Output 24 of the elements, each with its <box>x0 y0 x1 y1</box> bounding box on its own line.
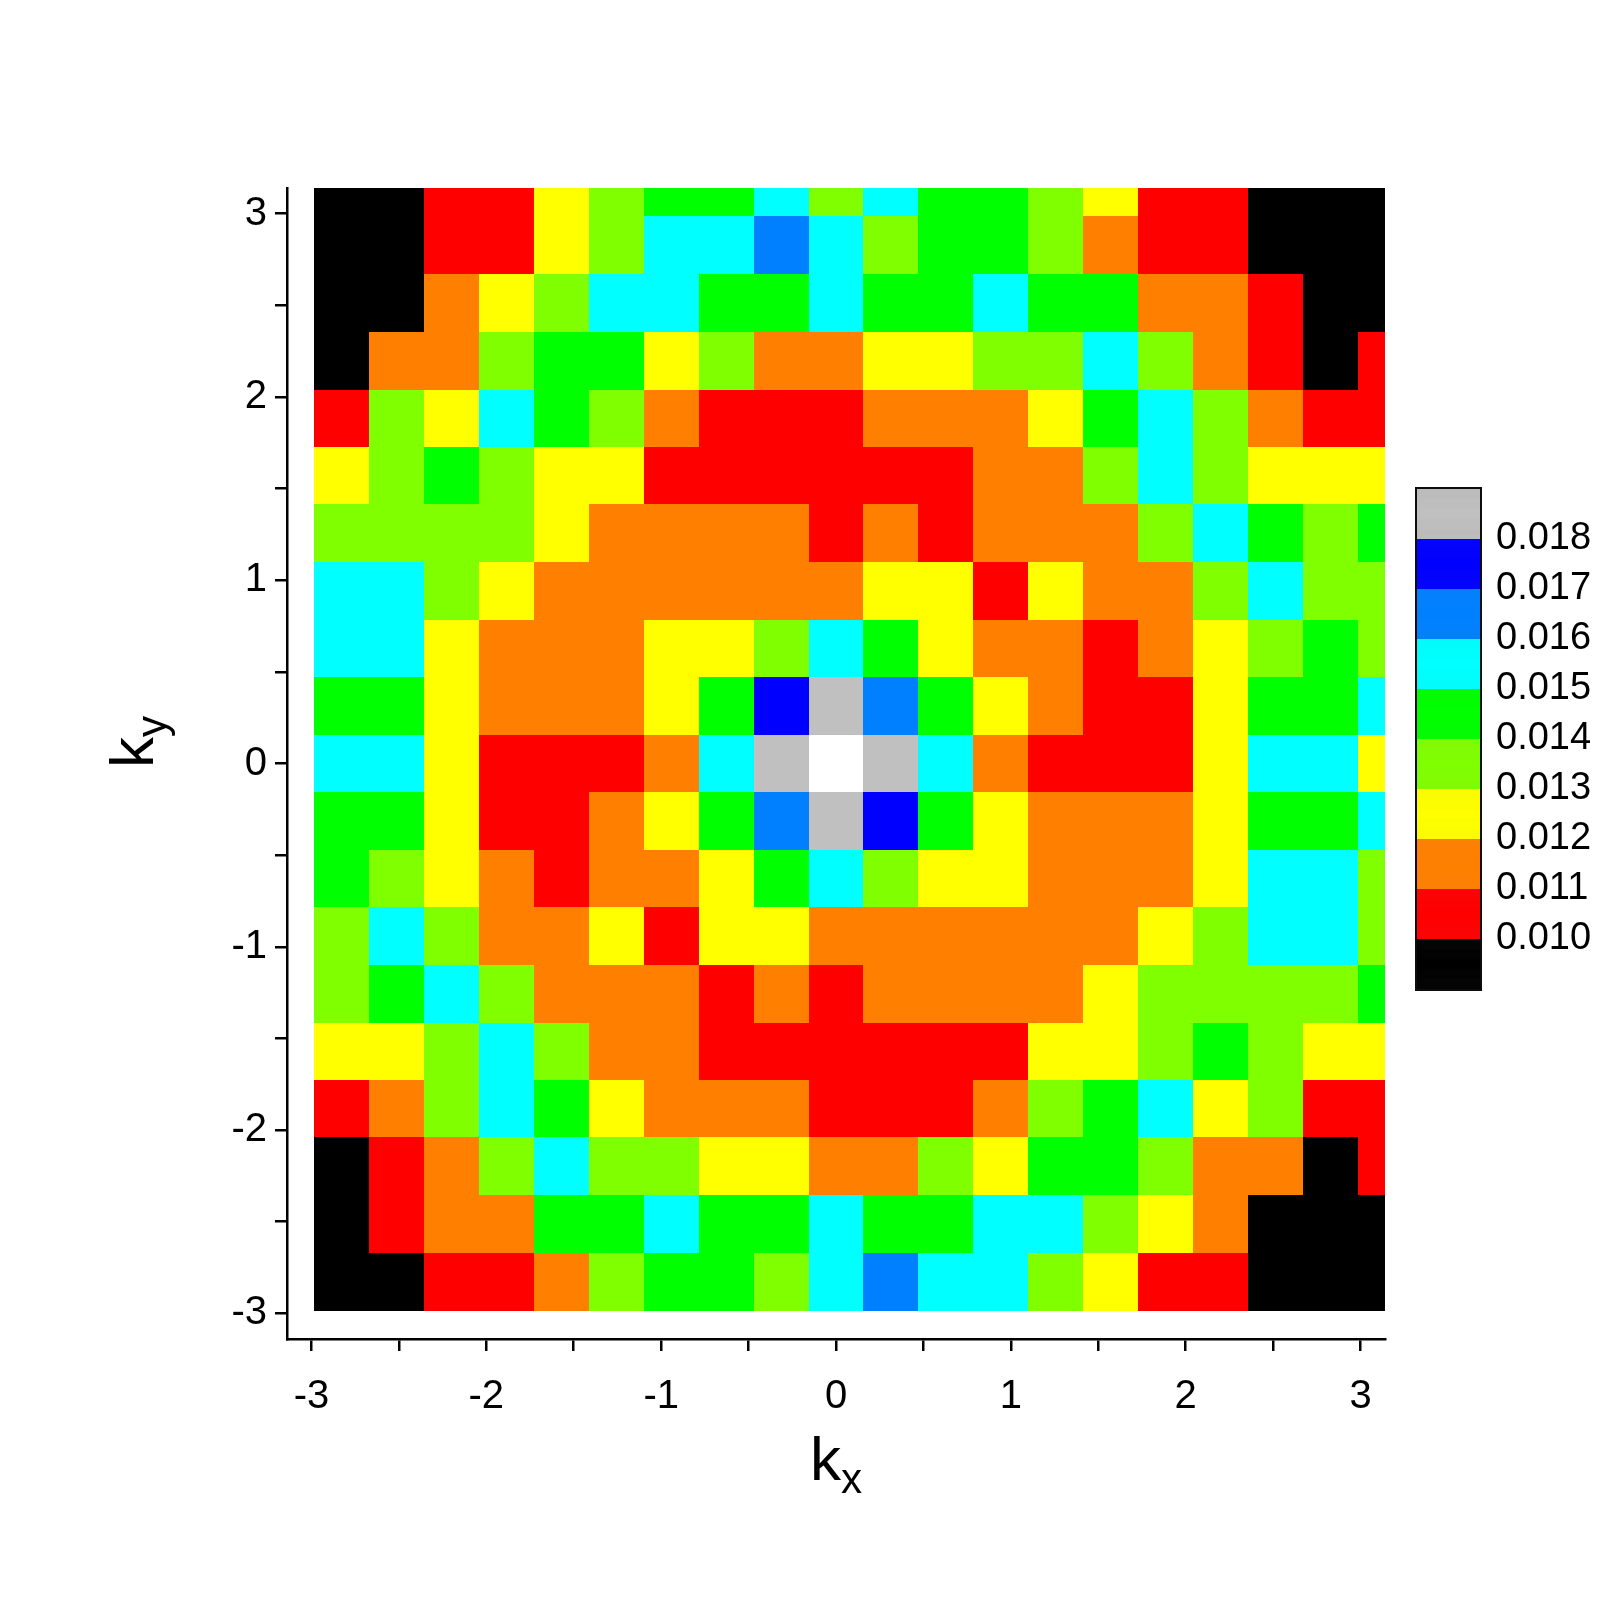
color-bar-label: 0.017 <box>1496 565 1592 608</box>
y-tick-label: 3 <box>244 188 267 233</box>
color-bar-label: 0.011 <box>1496 865 1589 908</box>
x-tick-label: 3 <box>1349 1372 1372 1417</box>
x-tick-label: -3 <box>293 1372 330 1417</box>
color-bar-label: 0.012 <box>1496 815 1592 858</box>
color-bar-label: 0.016 <box>1496 615 1592 658</box>
x-tick-label: -1 <box>643 1372 679 1417</box>
y-tick-label: 1 <box>244 555 267 600</box>
x-axis-title: k$_{x}$ <box>809 1424 863 1503</box>
y-tick-label: -3 <box>231 1288 267 1333</box>
x-tick-label: -2 <box>468 1372 505 1417</box>
y-tick-label: -2 <box>231 1105 267 1150</box>
y-tick-label: 0 <box>244 738 267 783</box>
x-tick-label: 0 <box>824 1372 848 1417</box>
color-bar-label: 0.010 <box>1496 915 1592 958</box>
x-tick-label: 1 <box>999 1372 1022 1417</box>
color-bar-label: 0.018 <box>1496 515 1592 558</box>
color-bar-label: 0.014 <box>1496 715 1592 758</box>
y-tick-label: 2 <box>244 371 267 416</box>
x-tick-label: 2 <box>1174 1372 1197 1417</box>
color-bar-label: 0.013 <box>1496 765 1592 808</box>
color-bar-label: 0.015 <box>1496 665 1592 708</box>
y-tick-label: -1 <box>231 921 267 966</box>
